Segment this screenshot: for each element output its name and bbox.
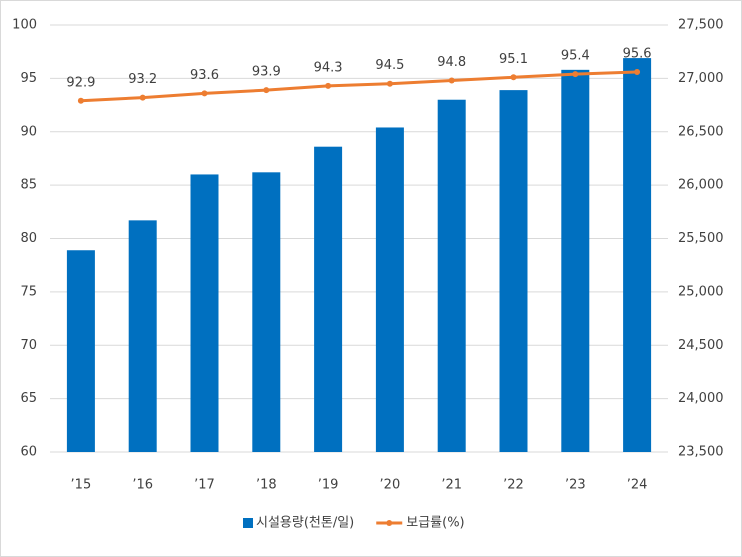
bar — [66, 250, 95, 452]
line-marker — [201, 90, 208, 97]
bar — [499, 90, 528, 453]
data-label: 92.9 — [66, 75, 95, 90]
data-label: 95.6 — [623, 46, 652, 61]
line-marker — [448, 77, 455, 84]
y-tick-label: 80 — [20, 231, 37, 246]
data-label: 94.8 — [437, 55, 466, 70]
bar — [437, 99, 466, 452]
x-tick-label: ’21 — [441, 478, 462, 493]
y2-tick-label: 24,500 — [678, 338, 724, 353]
y-tick-label: 75 — [20, 284, 37, 299]
x-tick-label: ’24 — [627, 478, 648, 493]
y2-tick-label: 26,500 — [678, 124, 724, 139]
bar — [128, 220, 157, 452]
bar — [252, 172, 281, 452]
x-tick-label: ’16 — [132, 478, 153, 493]
y2-tick-label: 27,000 — [678, 71, 724, 86]
line-marker — [325, 82, 332, 89]
x-tick-label: ’22 — [503, 478, 524, 493]
y-tick-label: 100 — [12, 18, 37, 33]
y-tick-label: 85 — [20, 178, 37, 193]
y2-tick-label: 25,500 — [678, 231, 724, 246]
x-tick-label: ’15 — [71, 478, 92, 493]
y2-tick-label: 23,500 — [678, 445, 724, 460]
line-marker — [510, 74, 517, 81]
x-tick-label: ’17 — [194, 478, 215, 493]
bar — [190, 174, 219, 452]
legend-marker — [386, 520, 393, 526]
legend-swatch — [243, 518, 253, 528]
data-label: 94.3 — [314, 60, 343, 75]
bar — [561, 69, 590, 453]
data-label: 93.9 — [252, 65, 281, 80]
x-tick-label: ’23 — [565, 478, 586, 493]
x-tick-label: ’18 — [256, 478, 277, 493]
data-label: 94.5 — [375, 58, 404, 73]
legend-label: 시설용량(천톤/일) — [256, 516, 354, 531]
line-marker — [77, 97, 84, 104]
y2-tick-label: 27,500 — [678, 18, 724, 33]
line-marker — [634, 68, 641, 75]
y-tick-label: 90 — [20, 124, 37, 139]
y2-tick-label: 26,000 — [678, 178, 724, 193]
y-tick-label: 60 — [20, 445, 37, 460]
legend-label: 보급률(%) — [406, 516, 464, 531]
data-label: 95.4 — [561, 49, 590, 64]
x-tick-label: ’19 — [318, 478, 339, 493]
line — [80, 70, 638, 103]
x-tick-label: ’20 — [380, 478, 401, 493]
line-marker — [386, 80, 393, 87]
y-tick-label: 70 — [20, 338, 37, 353]
data-label: 95.1 — [499, 52, 528, 67]
bar — [314, 146, 343, 452]
line-marker — [139, 94, 146, 101]
bar — [623, 58, 652, 452]
line-marker — [263, 87, 270, 94]
data-label: 93.6 — [190, 68, 219, 83]
bar — [375, 127, 404, 452]
y-tick-label: 95 — [20, 71, 37, 86]
data-label: 93.2 — [128, 72, 157, 87]
y2-tick-label: 24,000 — [678, 391, 724, 406]
y-tick-label: 65 — [20, 391, 37, 406]
y2-tick-label: 25,000 — [678, 284, 724, 299]
line-marker — [572, 71, 579, 78]
